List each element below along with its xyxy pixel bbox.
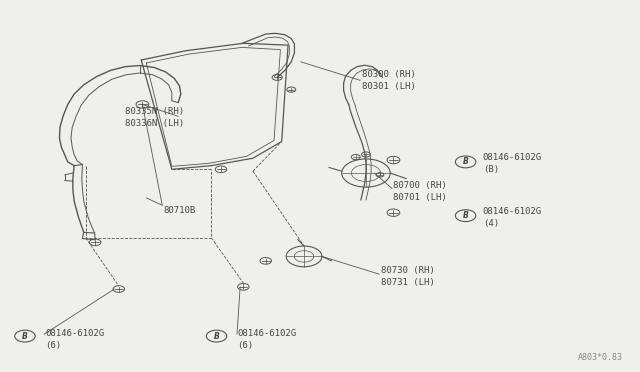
Text: 08146-6102G
(B): 08146-6102G (B) [483, 153, 542, 174]
Text: B: B [463, 211, 468, 220]
Text: 08146-6102G
(6): 08146-6102G (6) [237, 329, 296, 350]
Text: B: B [463, 157, 468, 166]
Text: A803*0.83: A803*0.83 [579, 353, 623, 362]
Text: B: B [22, 331, 28, 341]
Text: 80700 (RH)
80701 (LH): 80700 (RH) 80701 (LH) [394, 181, 447, 202]
Text: 08146-6102G
(4): 08146-6102G (4) [483, 207, 542, 228]
Text: 80730 (RH)
80731 (LH): 80730 (RH) 80731 (LH) [381, 266, 435, 287]
Text: 08146-6102G
(6): 08146-6102G (6) [45, 329, 104, 350]
Text: 80335N (RH)
80336N (LH): 80335N (RH) 80336N (LH) [125, 107, 184, 128]
Text: B: B [214, 331, 220, 341]
Text: 80300 (RH)
80301 (LH): 80300 (RH) 80301 (LH) [362, 70, 415, 91]
Text: 80710B: 80710B [164, 206, 196, 215]
